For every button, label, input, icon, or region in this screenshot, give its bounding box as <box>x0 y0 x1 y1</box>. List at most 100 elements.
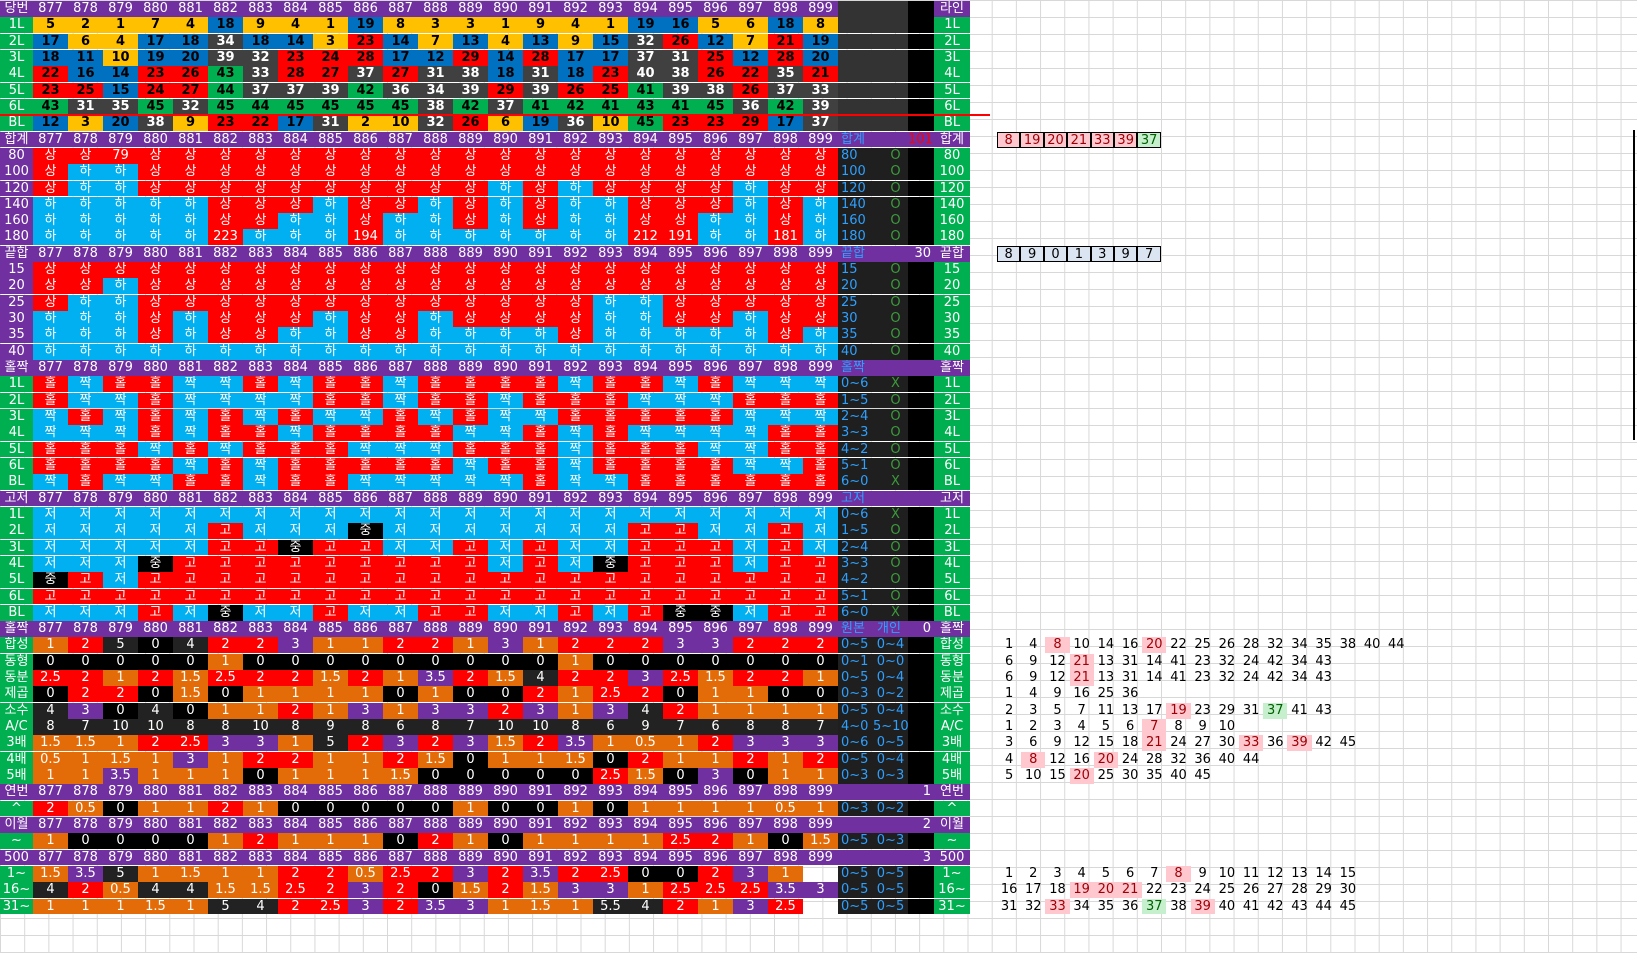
value-cell[interactable]: 1.5 <box>803 833 838 850</box>
parity-cell[interactable]: 홀 <box>488 457 523 474</box>
sangha-cell[interactable]: 상 <box>243 262 278 278</box>
parity-cell[interactable]: 저 <box>138 506 173 523</box>
round-header[interactable]: 891 <box>523 817 558 833</box>
parity-cell[interactable]: 저 <box>103 604 138 621</box>
parity-cell[interactable]: 고 <box>173 588 208 605</box>
number-cell[interactable]: 22 <box>243 115 278 132</box>
sangha-cell[interactable]: 상 <box>173 294 208 311</box>
stat-blank[interactable] <box>908 686 934 703</box>
number-list-cell[interactable]: 11 <box>1242 865 1260 881</box>
stat-blank[interactable] <box>908 262 934 278</box>
round-header[interactable]: 882 <box>208 360 243 376</box>
value-cell[interactable]: 1 <box>33 833 68 850</box>
value-cell[interactable]: 1 <box>173 898 208 915</box>
number-list-cell[interactable]: 16 <box>1073 686 1090 702</box>
value-cell[interactable]: 0 <box>523 768 558 784</box>
value-cell[interactable]: 1 <box>208 653 243 670</box>
sangha-cell[interactable]: 상 <box>453 213 488 229</box>
value-cell[interactable]: 5 <box>208 898 243 915</box>
sangha-cell[interactable]: 상 <box>628 278 663 295</box>
parity-cell[interactable]: 홀 <box>593 425 628 442</box>
round-header[interactable]: 892 <box>558 849 593 866</box>
value-cell[interactable]: 1 <box>103 670 138 686</box>
number-cell[interactable]: 2 <box>68 17 103 34</box>
row-label[interactable]: 31~ <box>0 898 33 915</box>
number-cell[interactable]: 37 <box>803 115 838 132</box>
parity-cell[interactable]: 홀 <box>313 457 348 474</box>
parity-cell[interactable]: 고 <box>803 588 838 605</box>
round-header[interactable]: 885 <box>313 784 348 801</box>
sangha-cell[interactable]: 하 <box>103 213 138 229</box>
value-cell[interactable]: 0.5 <box>628 735 663 752</box>
value-cell[interactable]: 1.5 <box>383 768 418 784</box>
sangha-cell[interactable]: 상 <box>663 311 698 327</box>
round-header[interactable]: 898 <box>768 490 803 507</box>
sangha-cell[interactable]: 하 <box>733 196 768 213</box>
parity-cell[interactable]: 홀 <box>418 425 453 442</box>
sangha-cell[interactable]: 상 <box>488 262 523 278</box>
criteria-value[interactable]: 2~4 <box>838 409 883 425</box>
value-cell[interactable]: 2 <box>453 670 488 686</box>
parity-cell[interactable]: 짝 <box>803 376 838 393</box>
stat-number[interactable] <box>908 360 934 376</box>
criteria-mark[interactable]: O <box>883 278 908 295</box>
round-header[interactable]: 881 <box>173 131 208 148</box>
parity-cell[interactable]: 고 <box>418 555 453 572</box>
sangha-cell[interactable]: 하 <box>313 343 348 360</box>
value-cell[interactable]: 1.5 <box>628 768 663 784</box>
value-cell[interactable]: 0 <box>33 653 68 670</box>
parity-cell[interactable]: 저 <box>803 506 838 523</box>
round-header[interactable]: 880 <box>138 490 173 507</box>
sangha-cell[interactable]: 상 <box>208 213 243 229</box>
line-label[interactable]: 4L <box>0 425 33 442</box>
sangha-cell[interactable]: 하 <box>418 196 453 213</box>
sangha-cell[interactable]: 상 <box>488 278 523 295</box>
round-header[interactable]: 895 <box>663 1 698 17</box>
sangha-cell[interactable]: 상 <box>698 164 733 180</box>
parity-cell[interactable]: 저 <box>418 539 453 556</box>
sangha-cell[interactable]: 상 <box>523 311 558 327</box>
parity-cell[interactable]: 홀 <box>628 457 663 474</box>
parity-cell[interactable]: 저 <box>33 604 68 621</box>
stat-blank[interactable] <box>908 180 934 197</box>
round-header[interactable]: 878 <box>68 490 103 507</box>
round-header[interactable]: 897 <box>733 817 768 833</box>
number-list-cell[interactable]: 9 <box>1053 735 1062 751</box>
stat-number[interactable]: 1 <box>908 784 934 801</box>
number-list-cell[interactable]: 45 <box>1339 898 1357 914</box>
value-cell[interactable]: 1 <box>803 768 838 784</box>
round-header[interactable]: 890 <box>488 849 523 866</box>
number-list-cell[interactable]: 9 <box>1029 653 1038 669</box>
parity-cell[interactable]: 저 <box>68 539 103 556</box>
criteria-value[interactable]: 0~6 <box>838 735 873 752</box>
sangha-cell[interactable]: 하 <box>488 327 523 344</box>
value-cell[interactable]: 1.5 <box>313 670 348 686</box>
sangha-cell[interactable]: 상 <box>208 164 243 180</box>
criteria-value[interactable]: 5~1 <box>838 588 883 605</box>
value-cell[interactable]: 7 <box>68 719 103 735</box>
value-cell[interactable]: 1 <box>243 800 278 817</box>
value-cell[interactable]: 2.5 <box>663 882 698 899</box>
stat-blank[interactable] <box>908 98 934 115</box>
sangha-cell[interactable]: 상 <box>418 294 453 311</box>
right-label[interactable]: 6L <box>934 457 970 474</box>
round-header[interactable]: 886 <box>348 490 383 507</box>
value-cell[interactable]: 1 <box>348 768 383 784</box>
value-cell[interactable]: 4 <box>138 702 173 719</box>
sangha-cell[interactable]: 하 <box>278 229 313 246</box>
sangha-cell[interactable]: 상 <box>698 262 733 278</box>
parity-cell[interactable]: 홀 <box>33 441 68 458</box>
line-label[interactable]: 6L <box>0 98 33 115</box>
value-cell[interactable]: 1 <box>523 751 558 768</box>
round-header[interactable]: 888 <box>418 621 453 637</box>
number-list-cell[interactable]: 40 <box>1363 637 1381 653</box>
sangha-cell[interactable]: 하 <box>663 327 698 344</box>
sangha-cell[interactable]: 상 <box>348 196 383 213</box>
round-header[interactable]: 888 <box>418 1 453 17</box>
value-cell[interactable]: 1 <box>33 898 68 915</box>
value-cell[interactable]: 10 <box>488 719 523 735</box>
value-cell[interactable]: 0 <box>383 800 418 817</box>
value-cell[interactable]: 1.5 <box>558 751 593 768</box>
sangha-cell[interactable]: 상 <box>523 262 558 278</box>
round-header[interactable]: 899 <box>803 621 838 637</box>
